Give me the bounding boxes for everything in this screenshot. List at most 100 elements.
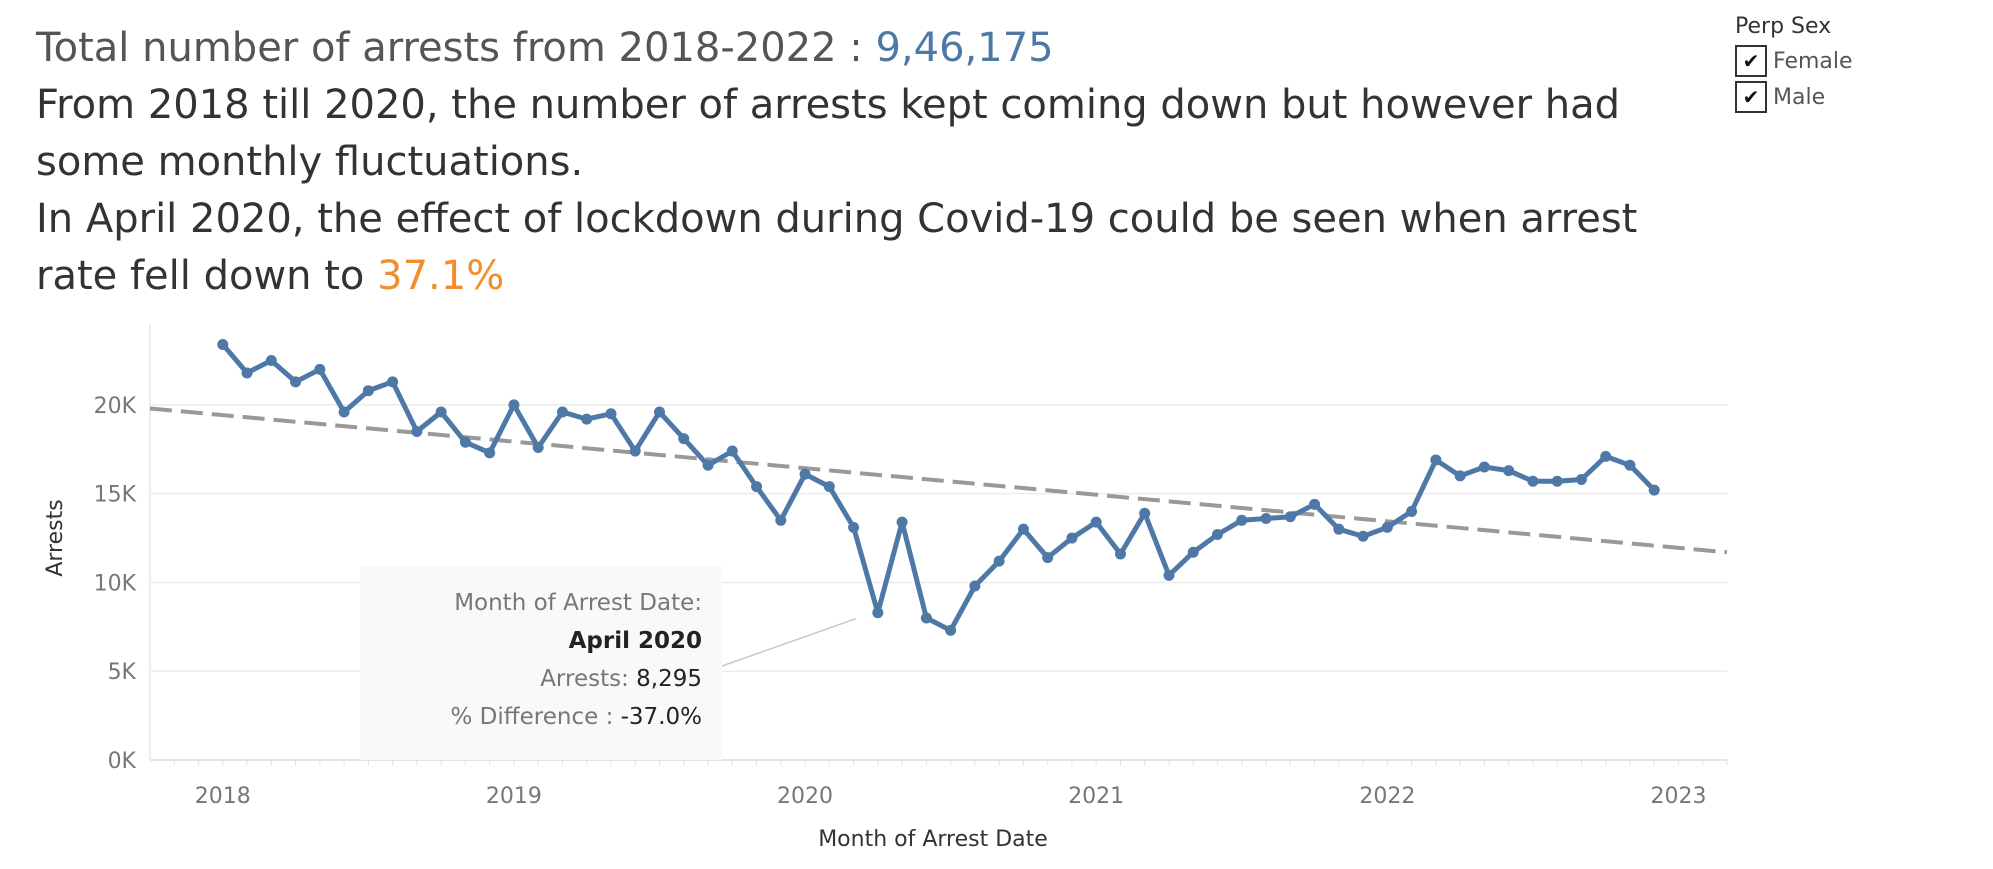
headline-line2: From 2018 till 2020, the number of arres… (36, 82, 1621, 185)
tooltip-diff-label: % Difference : (450, 704, 614, 730)
data-point[interactable] (508, 399, 520, 411)
data-point[interactable] (1139, 507, 1151, 519)
data-point[interactable] (411, 426, 423, 438)
data-point[interactable] (702, 459, 714, 471)
perp-sex-filter: Perp Sex ✔ Female ✔ Male (1735, 14, 1853, 115)
data-point[interactable] (848, 521, 860, 533)
data-point[interactable] (1624, 459, 1636, 471)
series-line-arrests (220, 342, 1656, 633)
x-tick-label: 2023 (1650, 784, 1706, 809)
data-point[interactable] (993, 555, 1005, 567)
data-point[interactable] (823, 481, 835, 493)
data-point[interactable] (1478, 461, 1490, 473)
x-axis-label: Month of Arrest Date (818, 827, 1048, 852)
data-point[interactable] (459, 436, 471, 448)
headline-line1: Total number of arrests from 2018-2022 :… (36, 20, 1716, 77)
data-point[interactable] (799, 468, 811, 480)
female-checkbox[interactable]: ✔ (1735, 45, 1767, 77)
data-point[interactable] (217, 339, 229, 351)
data-point[interactable] (1527, 475, 1539, 487)
lockdown-text: In April 2020, the effect of lockdown du… (36, 196, 1638, 299)
data-point[interactable] (1309, 498, 1321, 510)
male-checkbox[interactable]: ✔ (1735, 81, 1767, 113)
data-point[interactable] (338, 406, 350, 418)
tooltip-arrests-label: Arrests: (540, 666, 629, 692)
data-point[interactable] (872, 607, 884, 619)
data-point[interactable] (1406, 505, 1418, 517)
data-point[interactable] (678, 433, 690, 445)
data-point[interactable] (1017, 523, 1029, 535)
data-point[interactable] (1333, 523, 1345, 535)
data-point[interactable] (896, 516, 908, 528)
series-points (217, 339, 1660, 636)
data-point[interactable] (1575, 473, 1587, 485)
tooltip-diff-value: -37.0% (620, 704, 702, 730)
trend-line (149, 406, 1728, 555)
data-point[interactable] (314, 363, 326, 375)
data-point[interactable] (1066, 532, 1078, 544)
data-point[interactable] (1163, 569, 1175, 581)
tooltip-date-value: April 2020 (568, 628, 702, 654)
data-point[interactable] (1284, 511, 1296, 523)
data-point[interactable] (1042, 552, 1054, 564)
y-tick-label: 0K (108, 749, 137, 774)
data-point[interactable] (726, 445, 738, 457)
data-point[interactable] (1551, 475, 1563, 487)
tooltip-leader-line (721, 618, 857, 667)
data-point[interactable] (945, 624, 957, 636)
data-point[interactable] (1600, 450, 1612, 462)
data-point[interactable] (605, 408, 617, 420)
data-point[interactable] (290, 376, 302, 388)
data-point[interactable] (751, 481, 763, 493)
data-point[interactable] (1648, 484, 1660, 496)
data-point[interactable] (532, 442, 544, 454)
data-point[interactable] (920, 612, 932, 624)
data-point[interactable] (1212, 529, 1224, 541)
data-point[interactable] (556, 406, 568, 418)
data-point[interactable] (241, 367, 253, 379)
data-point[interactable] (1430, 454, 1442, 466)
x-tick-label: 2018 (195, 784, 251, 809)
data-point[interactable] (387, 376, 399, 388)
y-tick-label: 10K (94, 571, 137, 596)
data-point[interactable] (1381, 521, 1393, 533)
lockdown-value: 37.1% (377, 253, 505, 299)
total-arrests-label: Total number of arrests from 2018-2022 : (36, 25, 863, 71)
data-point[interactable] (435, 406, 447, 418)
tooltip-arrests-value: 8,295 (636, 666, 702, 692)
data-point[interactable] (1260, 513, 1272, 525)
data-point[interactable] (1187, 546, 1199, 558)
data-point[interactable] (653, 406, 665, 418)
filter-item-male[interactable]: ✔ Male (1735, 79, 1853, 115)
y-tick-label: 15K (94, 483, 137, 508)
male-label: Male (1773, 84, 1826, 110)
filter-title: Perp Sex (1735, 14, 1832, 39)
x-tick-label: 2021 (1068, 784, 1124, 809)
total-arrests-value: 9,46,175 (875, 25, 1054, 71)
x-tick-label: 2022 (1359, 784, 1415, 809)
data-point[interactable] (1503, 465, 1515, 477)
data-point[interactable] (1090, 516, 1102, 528)
data-point[interactable] (1114, 548, 1126, 560)
y-axis-label: Arrests (43, 499, 68, 576)
x-axis: 2018 2019 2020 2021 2022 2023 (150, 759, 1728, 809)
x-tick-label: 2019 (486, 784, 542, 809)
data-point[interactable] (1236, 514, 1248, 526)
x-tick-label: 2020 (777, 784, 833, 809)
data-point[interactable] (629, 445, 641, 457)
data-point[interactable] (775, 514, 787, 526)
data-point[interactable] (362, 385, 374, 397)
data-point[interactable] (581, 413, 593, 425)
data-point[interactable] (484, 447, 496, 459)
headline: Total number of arrests from 2018-2022 :… (36, 20, 1716, 305)
filter-item-female[interactable]: ✔ Female (1735, 43, 1853, 79)
y-tick-label: 5K (108, 660, 137, 685)
data-point[interactable] (969, 580, 981, 592)
data-point[interactable] (1357, 530, 1369, 542)
y-axis-ticks: 0K 5K 10K 15K 20K (94, 394, 137, 774)
tooltip-date-label: Month of Arrest Date: (454, 590, 702, 616)
tooltip: Month of Arrest Date: April 2020 Arrests… (360, 566, 722, 760)
data-point[interactable] (265, 355, 277, 367)
data-point[interactable] (1454, 470, 1466, 482)
